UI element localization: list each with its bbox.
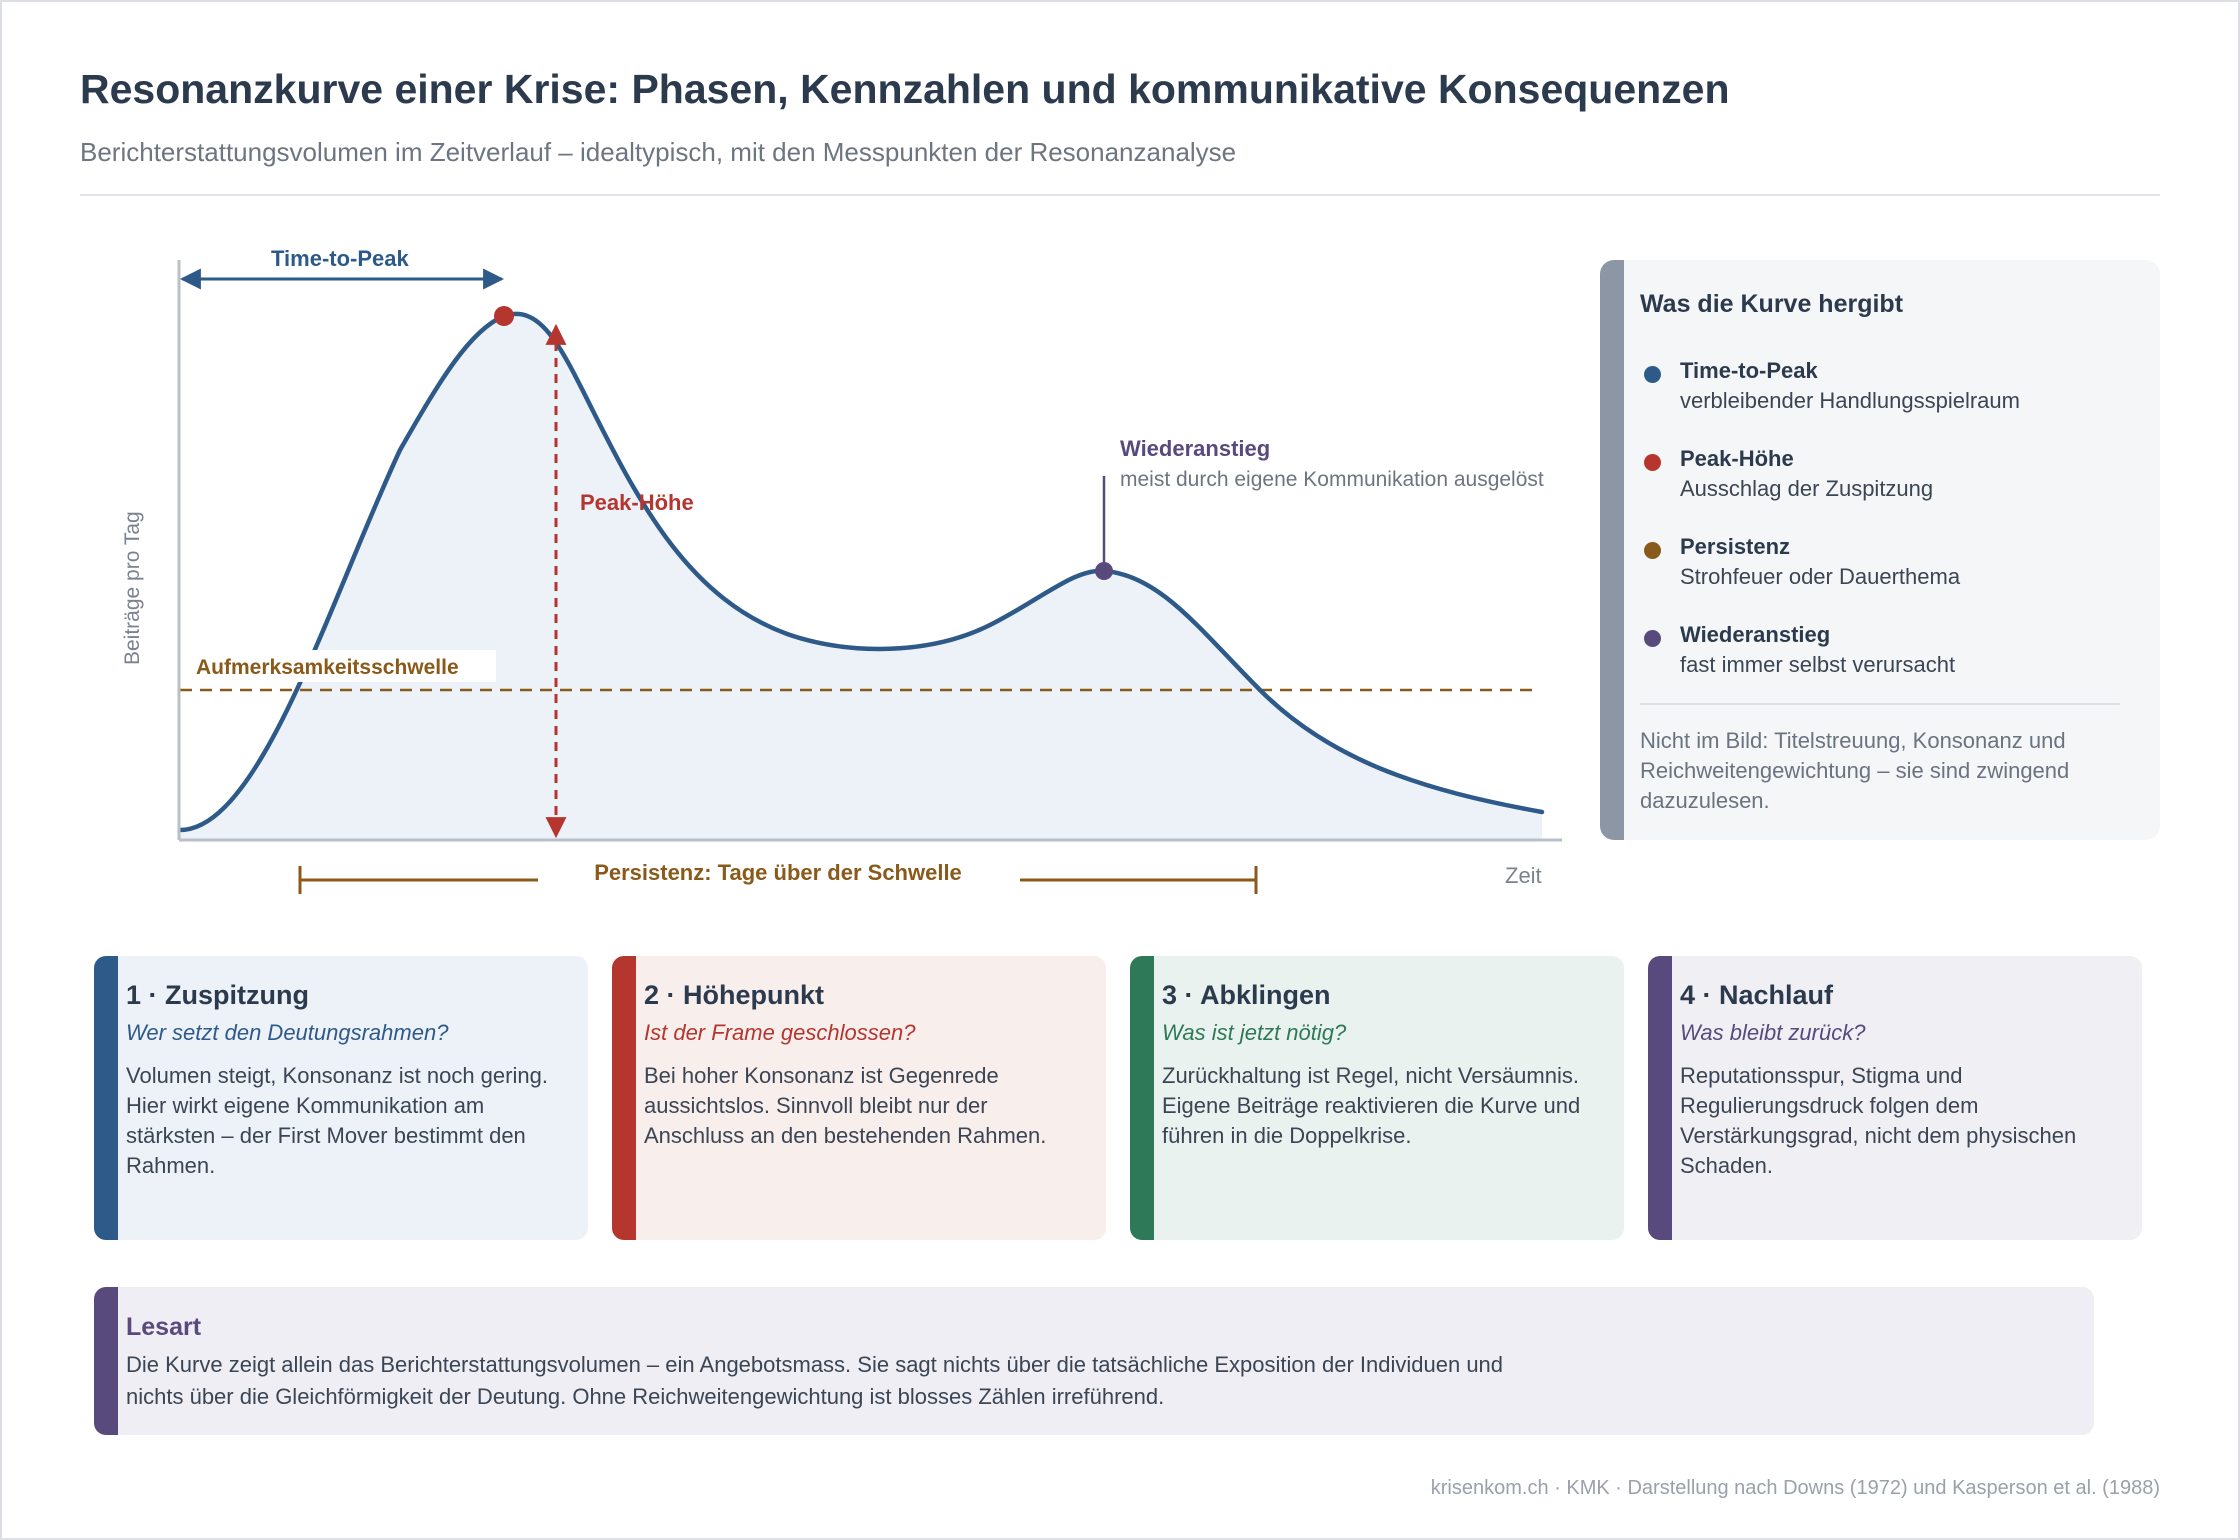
- phase-card-title: 3 · Abklingen: [1162, 980, 1331, 1010]
- phase-card-body: Volumen steigt, Konsonanz ist noch gerin…: [126, 1063, 548, 1178]
- sidebar-title: Was die Kurve hergibt: [1640, 290, 1904, 318]
- metrics-sidebar: Was die Kurve hergibt Time-to-Peak verbl…: [1600, 260, 2160, 840]
- sidebar-item-title: Time-to-Peak: [1680, 358, 1818, 383]
- phase-card-accent: [1130, 956, 1154, 1240]
- resonance-curve-diagram: Beiträge pro Tag Zeit Time-to-Peak Peak-…: [121, 246, 1562, 894]
- header-divider: [80, 194, 2160, 196]
- resonance-curve-line: [177, 311, 1545, 833]
- x-axis-label: Zeit: [1505, 863, 1542, 888]
- phase-card-title: 4 · Nachlauf: [1680, 980, 1834, 1010]
- sidebar-divider: [1640, 703, 2120, 705]
- phase-card-abklingen: 3 · Abklingen Was ist jetzt nötig? Zurüc…: [1130, 956, 1624, 1240]
- resurgence-label: Wiederanstieg: [1120, 436, 1270, 461]
- phase-card-body: Zurückhaltung ist Regel, nicht Versäumni…: [1162, 1063, 1581, 1148]
- sidebar-item-desc: Ausschlag der Zuspitzung: [1680, 476, 1934, 501]
- y-axis-label: Beiträge pro Tag: [121, 511, 144, 665]
- sidebar-item-desc: verbleibender Handlungsspielraum: [1680, 388, 2020, 413]
- phase-card-question: Ist der Frame geschlossen?: [644, 1020, 916, 1045]
- sidebar-note: Nicht im Bild: Titelstreuung, Konsonanz …: [1640, 728, 2070, 813]
- resurgence-marker: [1095, 562, 1113, 580]
- phase-card-question: Was ist jetzt nötig?: [1162, 1020, 1347, 1045]
- sidebar-item-title: Wiederanstieg: [1680, 622, 1831, 647]
- persistence-label: Persistenz: Tage über der Schwelle: [594, 860, 962, 885]
- sidebar-accent-bar: [1600, 260, 1624, 840]
- sidebar-item-desc: Strohfeuer oder Dauerthema: [1680, 564, 1961, 589]
- phase-card-question: Wer setzt den Deutungsrahmen?: [126, 1020, 449, 1045]
- phase-card-body: Bei hoher Konsonanz ist Gegenrede aussic…: [644, 1063, 1047, 1148]
- threshold-label: Aufmerksamkeitsschwelle: [196, 656, 459, 679]
- peak-marker: [494, 306, 514, 326]
- bullet-dot-icon: [1644, 366, 1661, 383]
- bullet-dot-icon: [1644, 630, 1661, 647]
- reading-note-box: Lesart Die Kurve zeigt allein das Berich…: [94, 1287, 2094, 1435]
- reading-note-accent: [94, 1287, 118, 1435]
- phase-card-accent: [612, 956, 636, 1240]
- sidebar-item-title: Peak-Höhe: [1680, 446, 1794, 471]
- phase-card-accent: [94, 956, 118, 1240]
- phase-card-question: Was bleibt zurück?: [1680, 1020, 1866, 1045]
- bullet-dot-icon: [1644, 454, 1661, 471]
- bullet-dot-icon: [1644, 542, 1661, 559]
- source-footer: krisenkom.ch · KMK · Darstellung nach Do…: [1430, 1477, 2160, 1499]
- phase-card-nachlauf: 4 · Nachlauf Was bleibt zurück? Reputati…: [1648, 956, 2142, 1240]
- phase-card-zuspitzung: 1 · Zuspitzung Wer setzt den Deutungsrah…: [94, 956, 588, 1240]
- phase-card-title: 1 · Zuspitzung: [126, 980, 309, 1010]
- curve-area-fill: [180, 313, 1542, 840]
- phase-card-hoehepunkt: 2 · Höhepunkt Ist der Frame geschlossen?…: [612, 956, 1106, 1240]
- sidebar-item-desc: fast immer selbst verursacht: [1680, 652, 1956, 677]
- phase-card-accent: [1648, 956, 1672, 1240]
- sidebar-item-title: Persistenz: [1680, 534, 1791, 559]
- peak-height-label: Peak-Höhe: [580, 490, 694, 515]
- page-title: Resonanzkurve einer Krise: Phasen, Kennz…: [80, 66, 1730, 112]
- page-subtitle: Berichterstattungsvolumen im Zeitverlauf…: [80, 137, 1237, 167]
- reading-note-body: Die Kurve zeigt allein das Berichterstat…: [126, 1352, 1504, 1409]
- phase-card-title: 2 · Höhepunkt: [644, 980, 824, 1010]
- threshold-label-background: [186, 650, 496, 682]
- time-to-peak-label: Time-to-Peak: [271, 246, 410, 271]
- phase-card-body: Reputationsspur, Stigma und Regulierungs…: [1680, 1063, 2077, 1178]
- reading-note-title: Lesart: [126, 1313, 202, 1341]
- resurgence-note: meist durch eigene Kommunikation ausgelö…: [1120, 468, 1544, 491]
